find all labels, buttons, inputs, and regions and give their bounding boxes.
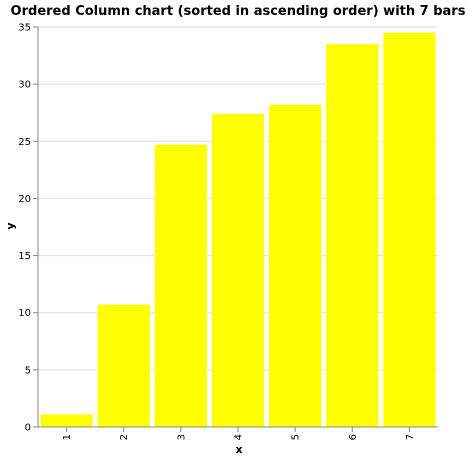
y-tick-label: 10 [18, 308, 31, 319]
x-tick-label: 3 [176, 434, 187, 440]
y-tick-label: 30 [18, 80, 31, 91]
bar-5 [269, 104, 322, 427]
chart-title: Ordered Column chart (sorted in ascendin… [11, 4, 466, 19]
x-tick-label: 4 [234, 434, 245, 440]
x-tick-label: 6 [348, 434, 359, 440]
bar-1 [40, 414, 93, 427]
x-tick-label: 7 [405, 434, 416, 440]
y-tick-label: 35 [18, 23, 31, 34]
y-tick-label: 25 [18, 137, 31, 148]
y-tick-label: 5 [25, 365, 31, 376]
bar-3 [154, 144, 207, 427]
bar-6 [326, 44, 379, 428]
y-axis-title: y [4, 222, 17, 229]
y-tick-label: 0 [25, 423, 31, 434]
x-axis-title: x [235, 443, 242, 456]
bar-2 [97, 304, 150, 427]
bar-4 [211, 113, 265, 427]
axes: 0 5 10 15 20 25 30 35 1 2 3 4 5 6 7 [18, 23, 438, 440]
y-tick-label: 15 [18, 251, 31, 262]
y-tick-label: 20 [18, 194, 31, 205]
x-tick-label: 1 [62, 434, 73, 440]
x-tick-label: 5 [291, 434, 302, 440]
bar-7 [383, 32, 436, 427]
bars [40, 32, 436, 428]
x-tick-label: 2 [119, 434, 130, 440]
